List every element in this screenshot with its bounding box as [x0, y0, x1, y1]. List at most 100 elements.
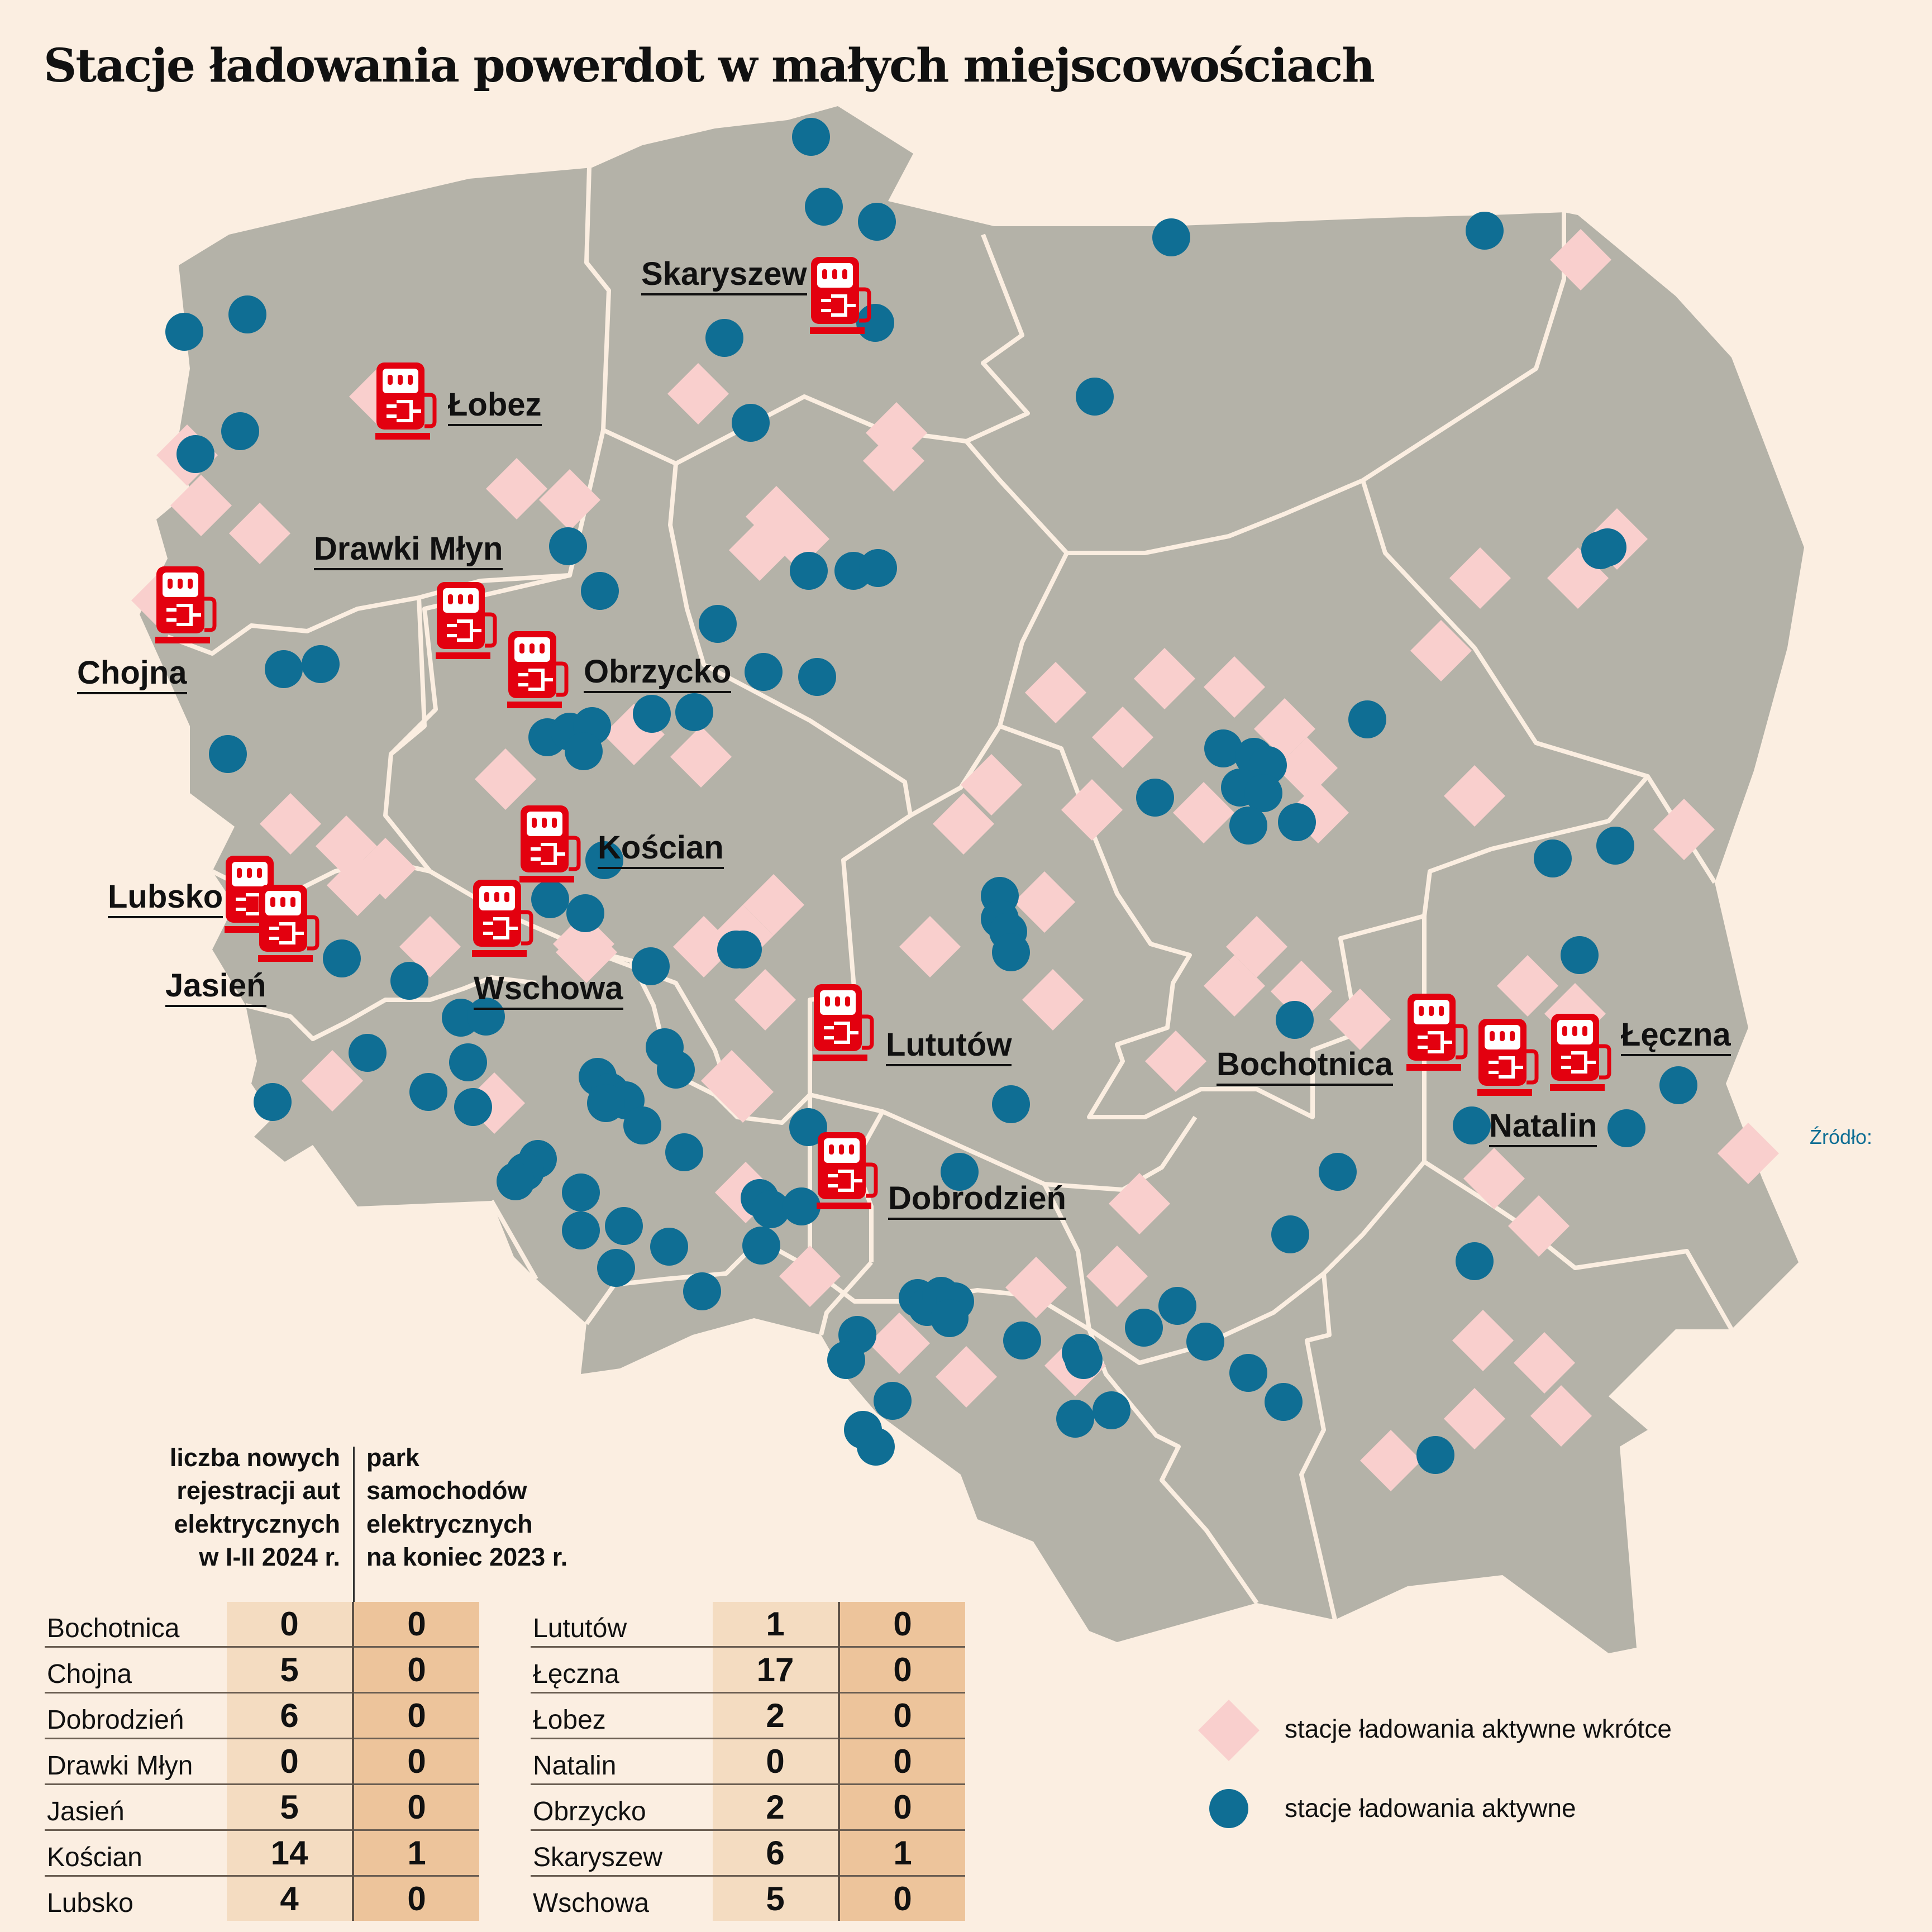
- active-station-marker[interactable]: [1456, 1242, 1494, 1280]
- active-station-marker[interactable]: [323, 939, 361, 977]
- town-label[interactable]: Chojna: [77, 655, 187, 694]
- active-station-marker[interactable]: [992, 1085, 1030, 1123]
- active-station-marker[interactable]: [585, 841, 623, 879]
- soon-station-marker[interactable]: [1449, 547, 1511, 609]
- active-station-marker[interactable]: [1278, 803, 1316, 841]
- soon-station-marker[interactable]: [1530, 1385, 1592, 1447]
- active-station-marker[interactable]: [732, 404, 770, 442]
- soon-station-marker[interactable]: [869, 1313, 930, 1374]
- active-station-marker[interactable]: [265, 650, 303, 688]
- active-station-marker[interactable]: [565, 732, 603, 770]
- active-station-marker[interactable]: [1065, 1341, 1103, 1379]
- soon-station-marker[interactable]: [327, 855, 388, 916]
- town-label[interactable]: Jasień: [165, 967, 266, 1007]
- active-station-marker[interactable]: [566, 894, 604, 932]
- soon-station-marker[interactable]: [399, 916, 461, 977]
- town-label[interactable]: Natalin: [1489, 1108, 1597, 1147]
- active-station-marker[interactable]: [745, 653, 783, 691]
- active-station-marker[interactable]: [221, 412, 259, 450]
- town-label[interactable]: Kościan: [598, 829, 724, 869]
- soon-station-marker[interactable]: [1022, 969, 1084, 1031]
- soon-station-marker[interactable]: [1718, 1123, 1779, 1184]
- active-station-marker[interactable]: [675, 693, 713, 731]
- soon-station-marker[interactable]: [743, 874, 804, 936]
- active-station-marker[interactable]: [209, 735, 247, 773]
- soon-station-marker[interactable]: [1514, 1332, 1575, 1394]
- active-station-marker[interactable]: [597, 1249, 635, 1287]
- soon-station-marker[interactable]: [779, 1246, 841, 1307]
- active-station-marker[interactable]: [1229, 1354, 1267, 1392]
- active-station-marker[interactable]: [454, 1088, 492, 1126]
- soon-station-marker[interactable]: [1410, 620, 1472, 681]
- active-station-marker[interactable]: [724, 931, 762, 969]
- active-station-marker[interactable]: [632, 947, 670, 985]
- active-station-marker[interactable]: [1271, 1215, 1309, 1253]
- active-station-marker[interactable]: [1158, 1287, 1196, 1325]
- soon-station-marker[interactable]: [1463, 1148, 1525, 1209]
- soon-station-marker[interactable]: [486, 458, 547, 519]
- active-station-marker[interactable]: [549, 527, 587, 565]
- soon-station-marker[interactable]: [1092, 707, 1153, 768]
- active-station-marker[interactable]: [1056, 1400, 1094, 1438]
- soon-station-marker[interactable]: [553, 913, 614, 975]
- active-station-marker[interactable]: [349, 1034, 387, 1072]
- soon-station-marker[interactable]: [475, 748, 536, 810]
- soon-station-marker[interactable]: [302, 1050, 363, 1112]
- active-station-marker[interactable]: [228, 295, 266, 333]
- active-station-marker[interactable]: [1534, 839, 1572, 877]
- soon-station-marker[interactable]: [1061, 779, 1123, 841]
- active-station-marker[interactable]: [1276, 1001, 1314, 1039]
- active-station-marker[interactable]: [605, 1207, 643, 1245]
- soon-station-marker[interactable]: [170, 475, 232, 536]
- soon-station-marker[interactable]: [229, 503, 290, 564]
- active-station-marker[interactable]: [874, 1382, 912, 1420]
- active-station-marker[interactable]: [1204, 729, 1242, 767]
- active-station-marker[interactable]: [705, 319, 743, 357]
- active-station-marker[interactable]: [665, 1133, 703, 1171]
- active-station-marker[interactable]: [302, 645, 340, 683]
- active-station-marker[interactable]: [1244, 774, 1282, 812]
- soon-station-marker[interactable]: [667, 363, 729, 424]
- active-station-marker[interactable]: [789, 1108, 827, 1146]
- town-label[interactable]: Wschowa: [474, 970, 623, 1010]
- active-station-marker[interactable]: [798, 658, 836, 696]
- soon-station-marker[interactable]: [1653, 799, 1715, 860]
- soon-station-marker[interactable]: [1360, 1430, 1421, 1491]
- town-label[interactable]: Drawki Młyn: [314, 531, 503, 570]
- soon-station-marker[interactable]: [1173, 782, 1234, 843]
- soon-station-marker[interactable]: [1444, 765, 1505, 827]
- soon-station-marker[interactable]: [1086, 1246, 1148, 1307]
- active-station-marker[interactable]: [176, 435, 214, 473]
- soon-station-marker[interactable]: [734, 969, 796, 1031]
- active-station-marker[interactable]: [683, 1272, 721, 1310]
- active-station-marker[interactable]: [581, 572, 619, 610]
- active-station-marker[interactable]: [752, 1190, 790, 1228]
- soon-station-marker[interactable]: [673, 916, 734, 977]
- soon-station-marker[interactable]: [260, 793, 321, 855]
- soon-station-marker[interactable]: [936, 1346, 997, 1408]
- active-station-marker[interactable]: [562, 1173, 600, 1211]
- active-station-marker[interactable]: [1229, 807, 1267, 845]
- active-station-marker[interactable]: [858, 203, 896, 241]
- town-label[interactable]: Skaryszew: [641, 256, 807, 295]
- active-station-marker[interactable]: [827, 1341, 865, 1379]
- soon-station-marker[interactable]: [1005, 1257, 1067, 1318]
- active-station-marker[interactable]: [1596, 827, 1634, 865]
- active-station-marker[interactable]: [1561, 936, 1599, 974]
- soon-station-marker[interactable]: [1204, 955, 1265, 1017]
- soon-station-marker[interactable]: [961, 754, 1022, 815]
- soon-station-marker[interactable]: [1452, 1310, 1514, 1371]
- active-station-marker[interactable]: [1581, 531, 1619, 569]
- soon-station-marker[interactable]: [1444, 1388, 1505, 1449]
- active-station-marker[interactable]: [1265, 1383, 1303, 1421]
- active-station-marker[interactable]: [1186, 1323, 1224, 1361]
- active-station-marker[interactable]: [742, 1227, 780, 1265]
- active-station-marker[interactable]: [657, 1051, 695, 1089]
- active-station-marker[interactable]: [856, 304, 894, 342]
- active-station-marker[interactable]: [1348, 700, 1386, 738]
- active-station-marker[interactable]: [1125, 1309, 1163, 1347]
- active-station-marker[interactable]: [1003, 1322, 1041, 1359]
- active-station-marker[interactable]: [1249, 746, 1287, 784]
- soon-station-marker[interactable]: [1134, 648, 1195, 709]
- soon-station-marker[interactable]: [1497, 955, 1558, 1017]
